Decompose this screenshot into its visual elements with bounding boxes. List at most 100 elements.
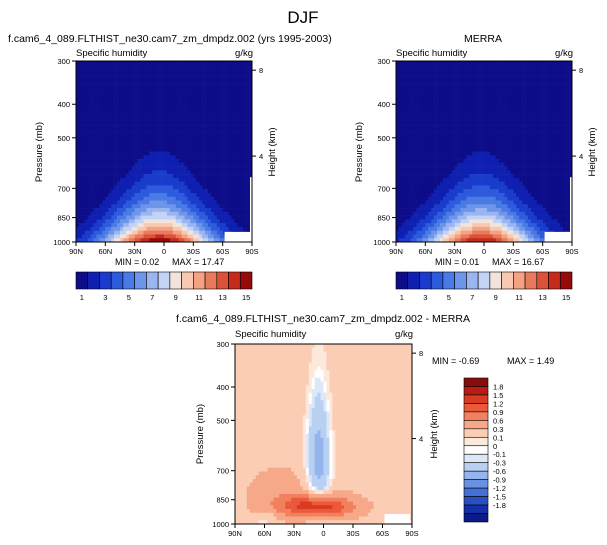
field-cell: [246, 68, 250, 73]
field-cell: [445, 113, 450, 118]
field-cell: [551, 113, 555, 118]
field-cell: [140, 192, 144, 198]
field-cell: [416, 110, 420, 115]
field-cell: [569, 64, 573, 69]
field-cell: [563, 125, 567, 130]
field-cell: [175, 234, 179, 239]
field-cell: [240, 151, 244, 156]
field-cell: [114, 98, 118, 103]
field-cell: [87, 102, 91, 107]
field-cell: [510, 94, 514, 100]
field-cell: [175, 189, 179, 194]
field-cell: [398, 87, 403, 92]
field-cell: [158, 200, 162, 205]
field-cell: [222, 238, 226, 243]
field-cell: [125, 185, 130, 190]
field-cell: [108, 113, 112, 118]
field-cell: [492, 181, 497, 186]
field-cell: [528, 170, 532, 175]
field-cell: [196, 61, 200, 66]
field-cell: [478, 79, 482, 84]
field-cell: [184, 132, 188, 137]
field-cell: [484, 106, 488, 111]
field-cell: [231, 200, 235, 205]
field-cell: [569, 113, 573, 118]
field-cell: [193, 140, 197, 145]
field-cell: [169, 204, 174, 209]
field-cell: [501, 128, 505, 133]
field-cell: [516, 113, 520, 118]
field-cell: [81, 83, 86, 88]
field-cell: [495, 166, 499, 171]
field-cell: [213, 192, 218, 198]
field-cell: [172, 181, 177, 186]
field-cell: [554, 136, 558, 141]
field-cell: [166, 79, 171, 84]
field-cell: [102, 64, 106, 69]
field-cell: [117, 94, 121, 100]
field-cell: [516, 110, 520, 115]
field-cell: [542, 76, 546, 81]
field-cell: [422, 76, 426, 81]
field-cell: [96, 215, 100, 220]
field-cell: [516, 72, 520, 77]
field-cell: [105, 68, 109, 73]
field-cell: [440, 170, 444, 175]
field-cell: [87, 177, 91, 182]
field-cell: [501, 185, 505, 190]
field-cell: [416, 117, 420, 122]
field-cell: [404, 155, 409, 160]
field-cell: [111, 87, 115, 92]
field-cell: [158, 230, 162, 235]
field-cell: [536, 166, 541, 171]
field-cell: [202, 102, 206, 107]
field-cell: [428, 170, 432, 175]
field-cell: [155, 121, 159, 126]
field-cell: [240, 94, 244, 100]
field-cell: [114, 83, 118, 88]
field-cell: [178, 102, 182, 107]
field-cell: [539, 102, 543, 107]
field-cell: [469, 147, 473, 152]
field-cell: [202, 208, 206, 213]
x-tick-label: 60S: [216, 247, 229, 256]
field-cell: [398, 102, 403, 107]
field-cell: [117, 226, 121, 231]
field-cell: [548, 162, 552, 167]
field-cell: [143, 106, 147, 111]
field-cell: [190, 64, 194, 69]
field-cell: [551, 91, 555, 96]
field-cell: [469, 94, 473, 100]
field-cell: [120, 170, 124, 175]
field-cell: [219, 215, 223, 220]
field-cell: [234, 140, 238, 145]
field-cell: [190, 128, 194, 133]
field-cell: [172, 223, 177, 228]
field-cell: [102, 223, 106, 228]
field-cell: [240, 166, 244, 171]
field-cell: [451, 143, 455, 149]
field-cell: [413, 185, 417, 190]
field-cell: [152, 226, 156, 231]
field-cell: [87, 223, 91, 228]
field-cell: [87, 226, 91, 231]
field-cell: [231, 185, 235, 190]
field-cell: [120, 223, 124, 228]
field-cell: [484, 136, 488, 141]
field-cell: [243, 110, 247, 115]
field-cell: [99, 121, 103, 126]
field-cell: [445, 166, 450, 171]
field-cell: [542, 128, 546, 133]
field-cell: [228, 128, 232, 133]
field-cell: [554, 151, 558, 156]
field-cell: [481, 147, 485, 152]
field-cell: [507, 159, 511, 164]
field-cell: [193, 121, 197, 126]
field-cell: [175, 177, 179, 182]
field-cell: [225, 140, 229, 145]
field-cell: [111, 61, 115, 66]
field-cell: [199, 219, 203, 224]
field-cell: [225, 83, 229, 88]
field-cell: [76, 98, 80, 103]
field-cell: [196, 170, 200, 175]
